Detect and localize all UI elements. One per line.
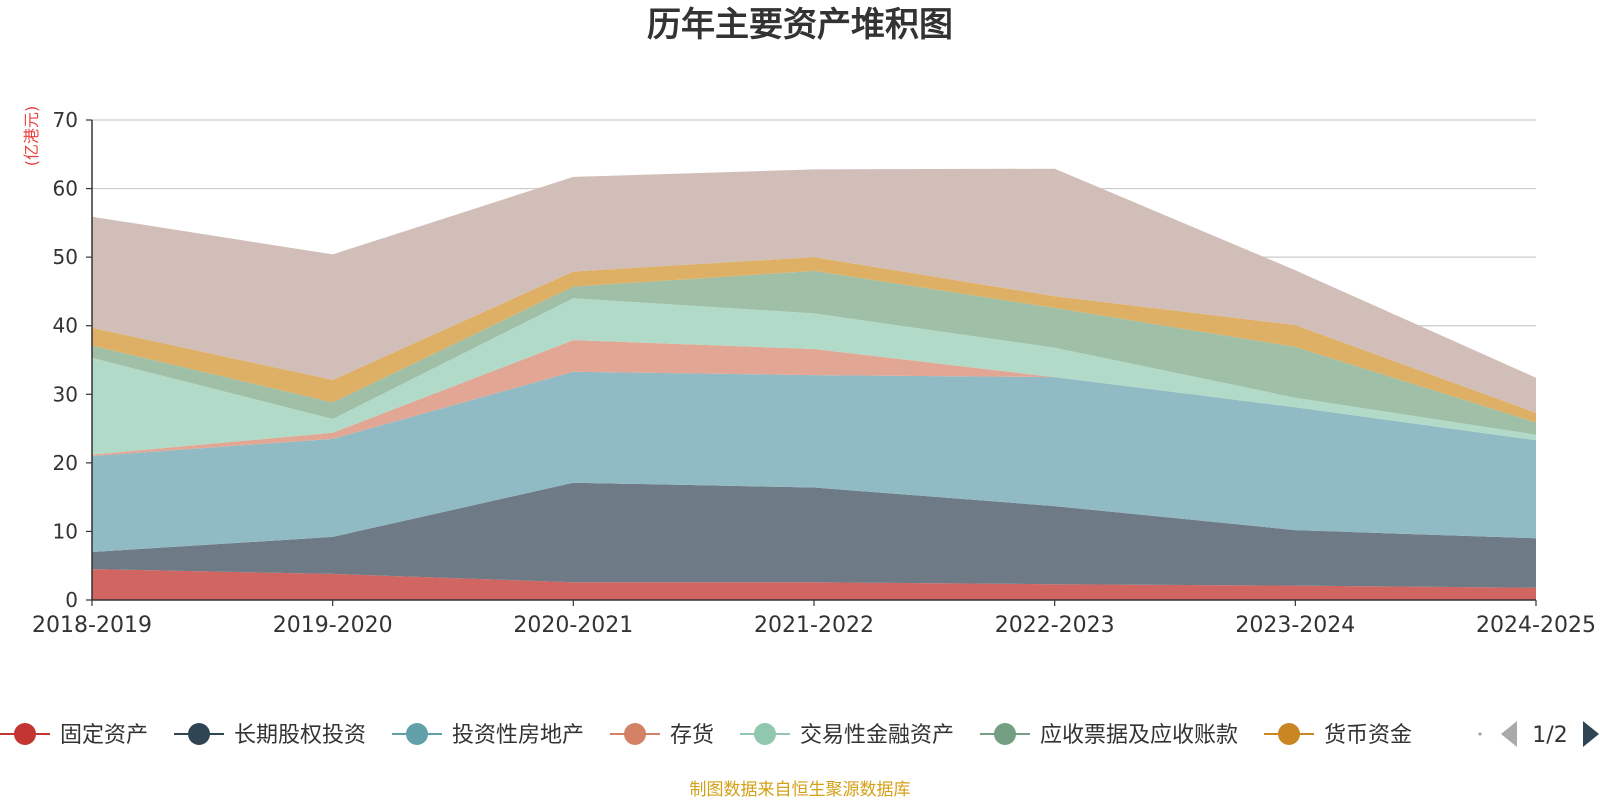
area-series-7[interactable] bbox=[92, 168, 1536, 413]
y-tick-label: 40 bbox=[53, 314, 78, 338]
x-tick-label: 2023-2024 bbox=[1235, 613, 1355, 638]
legend-dot-icon bbox=[406, 723, 428, 745]
legend-dot-icon bbox=[188, 723, 210, 745]
legend-item-2[interactable]: 投资性房地产 bbox=[392, 723, 584, 748]
area-series-2[interactable] bbox=[92, 371, 1536, 552]
area-series-1[interactable] bbox=[92, 482, 1536, 588]
y-tick-label: 10 bbox=[53, 519, 78, 543]
legend-label: 存货 bbox=[670, 723, 714, 748]
area-series-5[interactable] bbox=[92, 270, 1536, 435]
x-tick-label: 2021-2022 bbox=[754, 613, 874, 638]
x-tick-label: 2020-2021 bbox=[513, 613, 633, 638]
legend-pager: 1/2 bbox=[1501, 721, 1599, 748]
y-tick-label: 30 bbox=[53, 382, 78, 406]
legend-label: 应收票据及应收账款 bbox=[1040, 723, 1238, 748]
y-axis-ticks: 0 10 20 30 40 50 60 70 bbox=[53, 108, 92, 612]
x-tick-label: 2018-2019 bbox=[32, 613, 152, 638]
legend-item-0[interactable]: 固定资产 bbox=[0, 723, 148, 748]
legend-page-indicator: 1/2 bbox=[1532, 723, 1567, 748]
area-series-group bbox=[92, 168, 1536, 600]
x-tick-label: 2024-2025 bbox=[1476, 613, 1596, 638]
legend-overflow-dot bbox=[1478, 732, 1482, 736]
legend-dot-icon bbox=[994, 723, 1016, 745]
legend-dot-icon bbox=[1278, 723, 1300, 745]
chart-title: 历年主要资产堆积图 bbox=[647, 5, 953, 45]
x-tick-label: 2022-2023 bbox=[995, 613, 1115, 638]
legend-item-3[interactable]: 存货 bbox=[610, 723, 714, 748]
legend-prev-page-icon[interactable] bbox=[1501, 721, 1517, 747]
legend: 固定资产 长期股权投资 投资性房地产 存货 交易性金融资产 应收票据及应收账款 货币资金 bbox=[0, 723, 1482, 748]
y-axis-unit-label: (亿港元) bbox=[22, 106, 41, 167]
legend-item-4[interactable]: 交易性金融资产 bbox=[740, 723, 954, 748]
legend-label: 投资性房地产 bbox=[452, 723, 584, 748]
legend-dot-icon bbox=[624, 723, 646, 745]
legend-dot-icon bbox=[754, 723, 776, 745]
y-tick-label: 70 bbox=[53, 108, 78, 132]
legend-item-1[interactable]: 长期股权投资 bbox=[174, 723, 366, 748]
area-series-3[interactable] bbox=[92, 340, 1536, 456]
legend-label: 交易性金融资产 bbox=[800, 723, 954, 748]
y-tick-label: 50 bbox=[53, 245, 78, 269]
legend-item-5[interactable]: 应收票据及应收账款 bbox=[980, 723, 1238, 748]
source-note: 制图数据来自恒生聚源数据库 bbox=[690, 780, 911, 800]
legend-label: 固定资产 bbox=[60, 723, 148, 748]
area-series-0[interactable] bbox=[92, 569, 1536, 600]
legend-dot-icon bbox=[14, 723, 36, 745]
x-axis-ticks: 2018-2019 2019-2020 2020-2021 2021-2022 2022… bbox=[32, 600, 1596, 638]
area-series-4[interactable] bbox=[92, 298, 1536, 455]
y-tick-label: 20 bbox=[53, 451, 78, 475]
legend-label: 长期股权投资 bbox=[234, 723, 366, 748]
legend-label: 货币资金 bbox=[1324, 723, 1412, 748]
y-tick-label: 60 bbox=[53, 177, 78, 201]
x-tick-label: 2019-2020 bbox=[273, 613, 393, 638]
legend-next-page-icon[interactable] bbox=[1583, 721, 1599, 747]
y-tick-label: 0 bbox=[65, 588, 78, 612]
legend-item-6[interactable]: 货币资金 bbox=[1264, 723, 1412, 748]
